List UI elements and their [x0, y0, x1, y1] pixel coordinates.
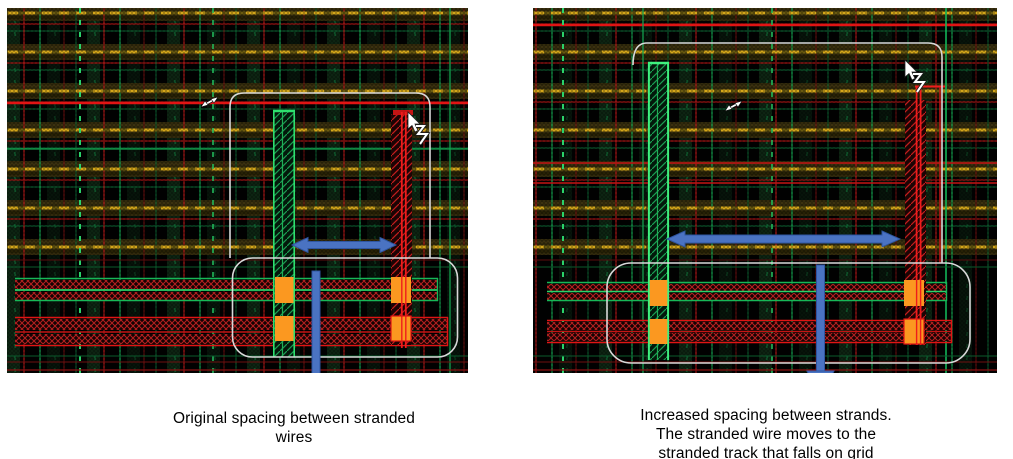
caption-left-line1: Original spacing between stranded [173, 410, 415, 427]
callout-arrow-vertical-left [301, 270, 331, 413]
arrow-tip-speck [818, 391, 824, 397]
callout-arrow-vertical-right [806, 264, 835, 397]
via-array-left [273, 277, 412, 342]
spacing-arrow-horizontal-left [290, 236, 398, 254]
arrow-tip-speck [313, 397, 319, 403]
move-handle-icon-left [200, 96, 219, 108]
bus-wire-red-right[interactable] [547, 319, 953, 344]
selection-outline-right [606, 42, 971, 364]
caption-left: Original spacing between stranded wires [114, 409, 474, 447]
layout-canvas-right[interactable] [519, 8, 997, 406]
mouse-cursor-icon-right [904, 59, 928, 94]
callout-ellipse-left [301, 375, 331, 413]
caption-right-line2: The stranded wire moves to the [655, 426, 877, 443]
stranded-wire-green-right[interactable] [647, 61, 670, 360]
bus-wire-green-left[interactable] [15, 277, 439, 302]
layout-canvas-left[interactable] [7, 8, 468, 413]
mouse-cursor-icon-left [407, 111, 431, 146]
caption-right: Increased spacing between strands. The s… [586, 406, 946, 459]
caption-right-line3-clipped: stranded track that falls on grid [658, 445, 874, 459]
caption-left-line2: wires [275, 429, 313, 446]
via-array-right [648, 280, 925, 345]
callout-ellipse-right [813, 370, 828, 373]
move-handle-icon-right [724, 100, 743, 112]
spacing-arrow-horizontal-right [665, 230, 902, 248]
bus-wire-green-right[interactable] [547, 281, 948, 302]
caption-right-line1: Increased spacing between strands. [640, 407, 892, 424]
selection-outline-left [229, 92, 459, 358]
bus-wire-red-left[interactable] [15, 316, 449, 347]
